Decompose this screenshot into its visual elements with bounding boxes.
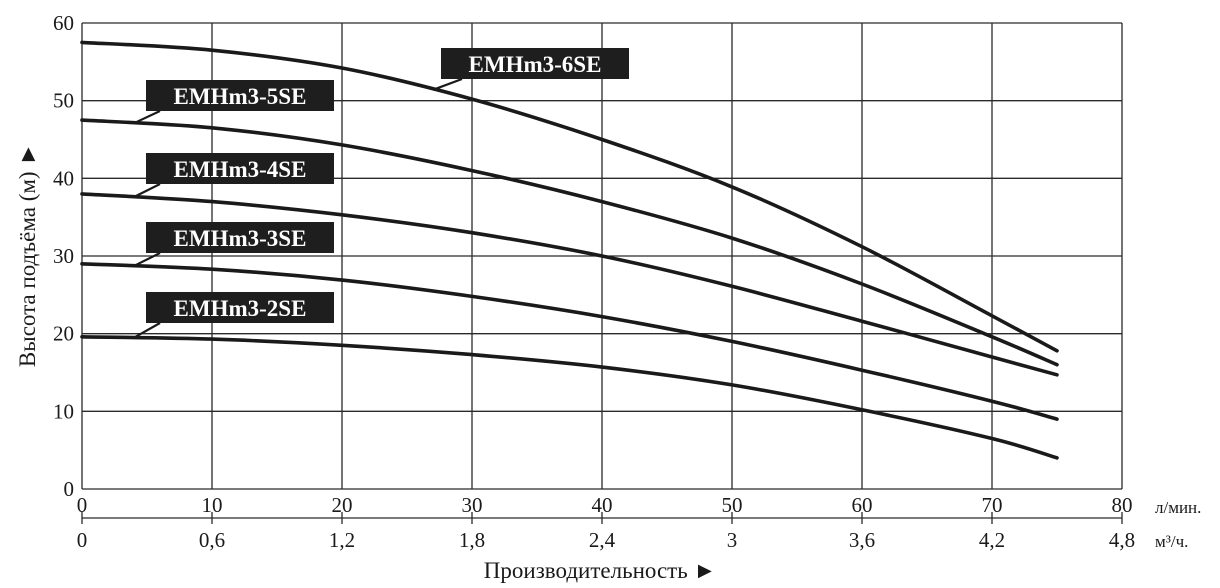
x-tick-label-secondary: 4,8 — [1109, 528, 1135, 552]
y-tick-label: 0 — [64, 477, 75, 501]
x-tick-label-secondary: 0,6 — [199, 528, 225, 552]
x-tick-label-secondary: 1,2 — [329, 528, 355, 552]
y-tick-label: 40 — [53, 166, 74, 190]
x-unit-secondary: м³/ч. — [1155, 532, 1188, 551]
series-line — [80, 40, 1059, 353]
x-tick-label: 40 — [592, 493, 613, 517]
series-label: EMHm3-6SE — [469, 52, 602, 77]
series-line — [80, 118, 1059, 367]
y-tick-label: 50 — [53, 89, 74, 113]
x-tick-label-secondary: 0 — [77, 528, 88, 552]
series-label: EMHm3-3SE — [174, 226, 307, 251]
x-tick-label: 80 — [1112, 493, 1133, 517]
x-tick-label: 60 — [852, 493, 873, 517]
x-unit-primary: л/мин. — [1155, 498, 1201, 517]
series-label-box — [146, 153, 334, 184]
axis-ticks: 0 10 20 30 40 50 60 70 80 0 0,6 1,2 1,8 2,4 3 3,6 4,2 4,8… — [53, 11, 1135, 552]
x-axis-title: Производительность ► — [484, 558, 716, 583]
series-labels: EMHm3-6SE EMHm3-5SE EMHm3-4SE EMHm3-3SE EMHm… — [133, 48, 629, 339]
x-tick-label: 0 — [77, 493, 88, 517]
x-tick-label: 30 — [462, 493, 483, 517]
x-tick-label-secondary: 3 — [727, 528, 738, 552]
x-tick-label-secondary: 3,6 — [849, 528, 875, 552]
y-tick-label: 60 — [53, 11, 74, 35]
series-line — [80, 262, 1059, 421]
y-tick-label: 20 — [53, 322, 74, 346]
y-axis-title: Высота подъёма (м) ► — [15, 143, 40, 367]
series-label-box — [146, 292, 334, 323]
series-label-leader — [133, 322, 161, 339]
series-label-leader — [133, 183, 161, 198]
y-tick-label: 10 — [53, 399, 74, 423]
x-tick-label-secondary: 2,4 — [589, 528, 616, 552]
series-label-box — [441, 48, 629, 79]
series-label: EMHm3-5SE — [174, 84, 307, 109]
x-tick-label: 50 — [722, 493, 743, 517]
x-tick-label-secondary: 4,2 — [979, 528, 1005, 552]
series-line — [80, 192, 1059, 377]
x-tick-label: 10 — [202, 493, 223, 517]
series-label-leader — [133, 110, 161, 125]
series-label-leader — [432, 77, 463, 91]
series-label-leader — [133, 252, 161, 267]
series-line — [80, 335, 1059, 460]
y-tick-label: 30 — [53, 244, 74, 268]
series-label-box — [146, 80, 334, 111]
x-tick-label: 70 — [982, 493, 1003, 517]
series-label-box — [146, 222, 334, 253]
x-tick-label: 20 — [332, 493, 353, 517]
series-label: EMHm3-2SE — [174, 296, 307, 321]
series-label: EMHm3-4SE — [174, 157, 307, 182]
curves — [80, 40, 1059, 460]
x-tick-label-secondary: 1,8 — [459, 528, 485, 552]
